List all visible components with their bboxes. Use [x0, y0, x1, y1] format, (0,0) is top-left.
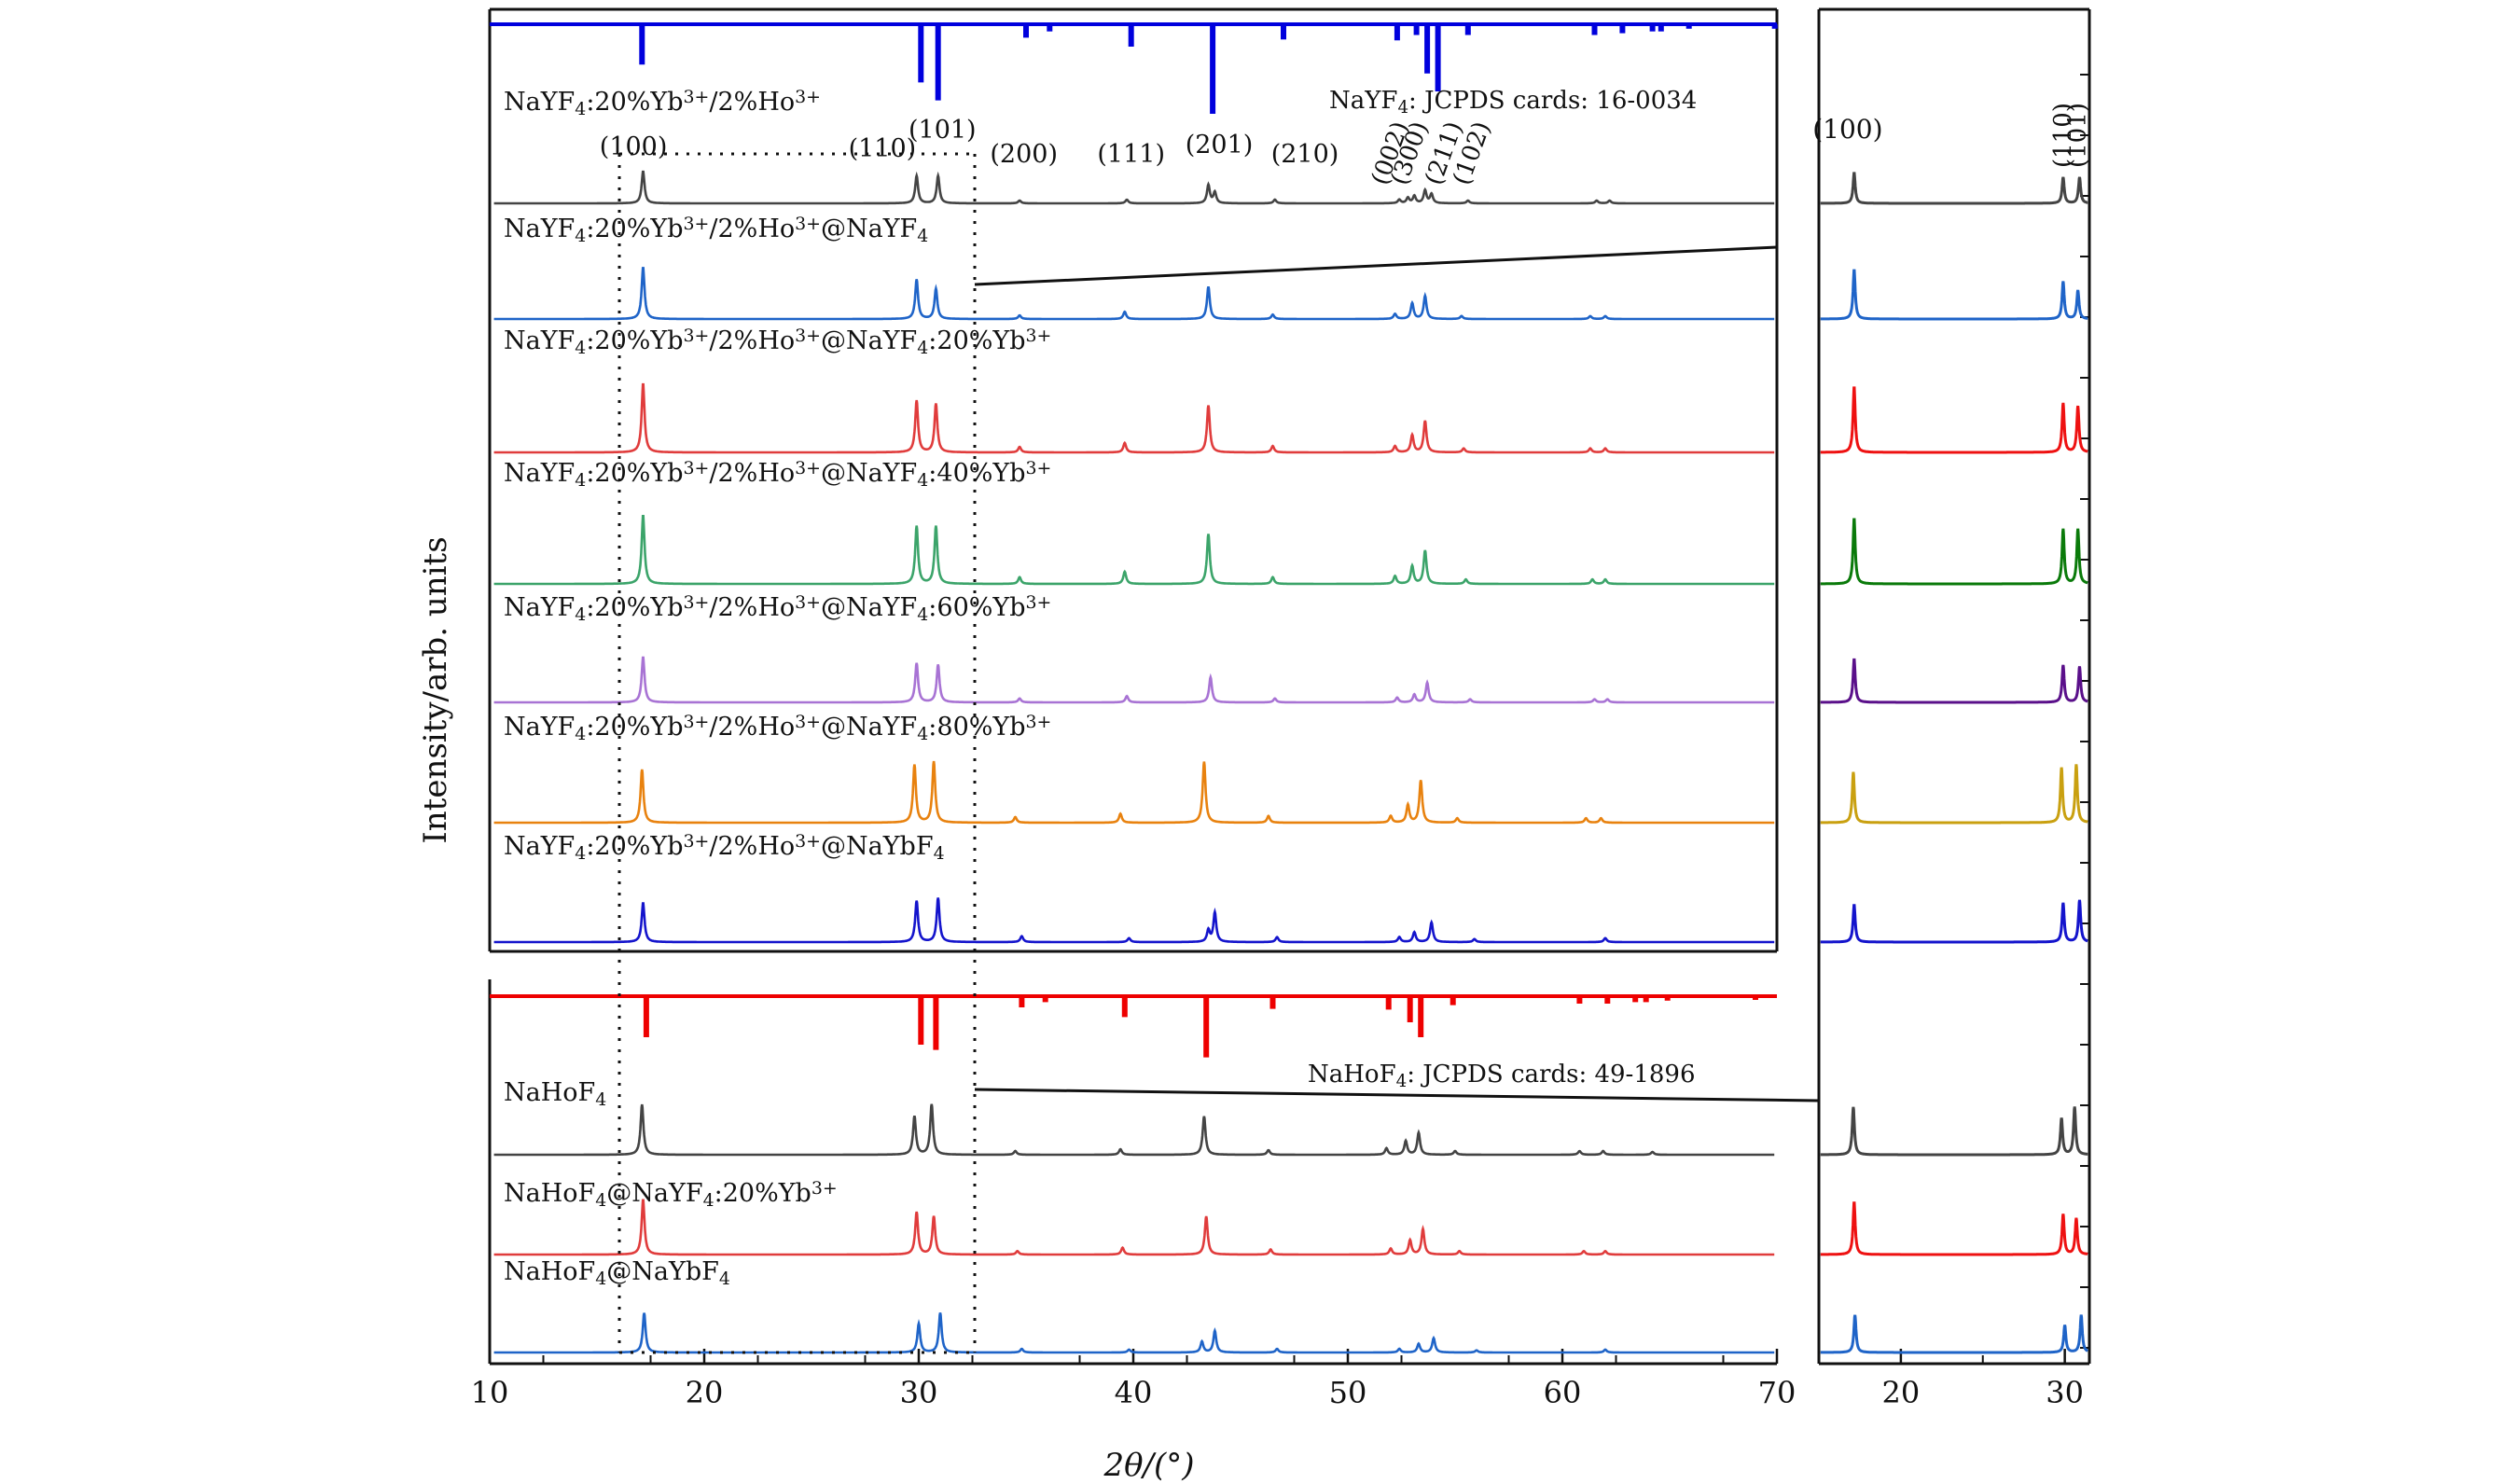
zoom-spectrum-line [1820, 518, 2088, 586]
spectrum-line [493, 760, 1775, 825]
zoom-y-ticks [2080, 74, 2089, 1349]
series-label: NaYF4:20%Yb3+/2%Ho3+@NaYF4:80%Yb3+ [504, 712, 1051, 743]
spectrum-line [493, 267, 1775, 321]
reference-label: NaHoF4: JCPDS cards: 49-1896 [1308, 1061, 1696, 1091]
zoom-peak-labels: (100) (110)(101) [1812, 103, 2091, 168]
zoom-spectrum-line [1820, 1201, 2088, 1256]
spectrum-line [493, 170, 1775, 205]
zoom-panel: 20 30(100) (110)(101) [1812, 7, 2092, 1410]
zoom-peak-label: (100) [1812, 114, 1882, 145]
zoom-x-tick-label: 30 [2046, 1375, 2084, 1410]
series-label: NaYF4:20%Yb3+/2%Ho3+ [504, 87, 821, 118]
peak-label: (200) [990, 140, 1058, 169]
series-label: NaYF4:20%Yb3+/2%Ho3+@NaYF4:60%Yb3+ [504, 592, 1051, 624]
series-label: NaYF4:20%Yb3+/2%Ho3+@NaYbF4 [504, 831, 945, 863]
y-axis-label: Intensity/arb. units [417, 536, 454, 843]
peak-label: (210) [1271, 140, 1339, 169]
series-label: NaHoF4 [504, 1078, 606, 1110]
x-axis-label: 2θ/(°) [1103, 1447, 1194, 1484]
main-spectra [493, 170, 1775, 1354]
zoom-spectrum-line [1820, 1314, 2089, 1354]
series-label: NaHoF4@NaYF4:20%Yb3+ [504, 1178, 838, 1210]
spectrum-line [493, 1103, 1775, 1157]
main-x-tick-label: 70 [1758, 1375, 1796, 1410]
main-panel: 10 20 30 40 50 60 70 NaYF4: JCPDS cards: 16-003… [471, 7, 1796, 1410]
dotted-guides [617, 152, 977, 1354]
spectrum-line [493, 382, 1775, 454]
zoom-connectors [974, 245, 1820, 1103]
zoom-peak-label-rotated: (101) [2064, 103, 2092, 168]
series-label: NaYF4:20%Yb3+/2%Ho3+@NaYF4 [504, 214, 928, 245]
zoom-x-ticks: 20 30 [1882, 1349, 2084, 1410]
series-label: NaYF4:20%Yb3+/2%Ho3+@NaYF4:40%Yb3+ [504, 458, 1051, 490]
spectrum-line [493, 1199, 1775, 1256]
spectrum-line [493, 656, 1775, 704]
zoom-peak-label-rotated: (110) [2049, 103, 2077, 168]
main-x-tick-label: 60 [1544, 1375, 1582, 1410]
main-x-tick-label: 50 [1329, 1375, 1367, 1410]
zoom-spectrum-line [1820, 1106, 2088, 1157]
spectrum-line [493, 897, 1775, 944]
zoom-spectrum-line [1820, 386, 2088, 454]
zoom-spectrum-line [1820, 269, 2088, 321]
main-x-tick-label: 30 [900, 1375, 938, 1410]
peak-label: (201) [1186, 131, 1254, 159]
spectrum-line [493, 515, 1775, 586]
main-x-tick-label: 10 [471, 1375, 509, 1410]
peak-labels: (100)(101)(110) (200) (111) (201) (210) (002)… [600, 116, 1496, 188]
zoom-spectrum-line [1820, 658, 2088, 704]
zoom-spectrum-line [1820, 899, 2088, 944]
reference-lower: NaHoF4: JCPDS cards: 49-1896 [490, 994, 1777, 1091]
main-x-tick-label: 20 [686, 1375, 724, 1410]
series-labels: NaYF4:20%Yb3+/2%Ho3+ NaYF4:20%Yb3+/2%Ho3+… [504, 87, 1051, 1288]
main-x-ticks: 10 20 30 40 50 60 70 [471, 1349, 1796, 1410]
peak-label: (101) [909, 116, 977, 145]
reference-upper: NaYF4: JCPDS cards: 16-0034 [490, 22, 1778, 118]
peak-label: (100) [600, 132, 668, 161]
connector-upper [974, 245, 1778, 286]
connector-lower [974, 1088, 1820, 1103]
zoom-spectrum-line [1820, 172, 2088, 205]
reference-label: NaYF4: JCPDS cards: 16-0034 [1329, 87, 1697, 118]
main-x-tick-label: 40 [1115, 1375, 1153, 1410]
zoom-spectra [1820, 172, 2089, 1354]
series-label: NaHoF4@NaYbF4 [504, 1257, 730, 1289]
zoom-x-tick-label: 20 [1882, 1375, 1921, 1410]
peak-label: (111) [1097, 140, 1165, 169]
zoom-spectrum-line [1820, 764, 2088, 825]
series-label: NaYF4:20%Yb3+/2%Ho3+@NaYF4:20%Yb3+ [504, 326, 1051, 357]
peak-label: (110) [849, 134, 917, 163]
spectrum-line [493, 1312, 1775, 1354]
